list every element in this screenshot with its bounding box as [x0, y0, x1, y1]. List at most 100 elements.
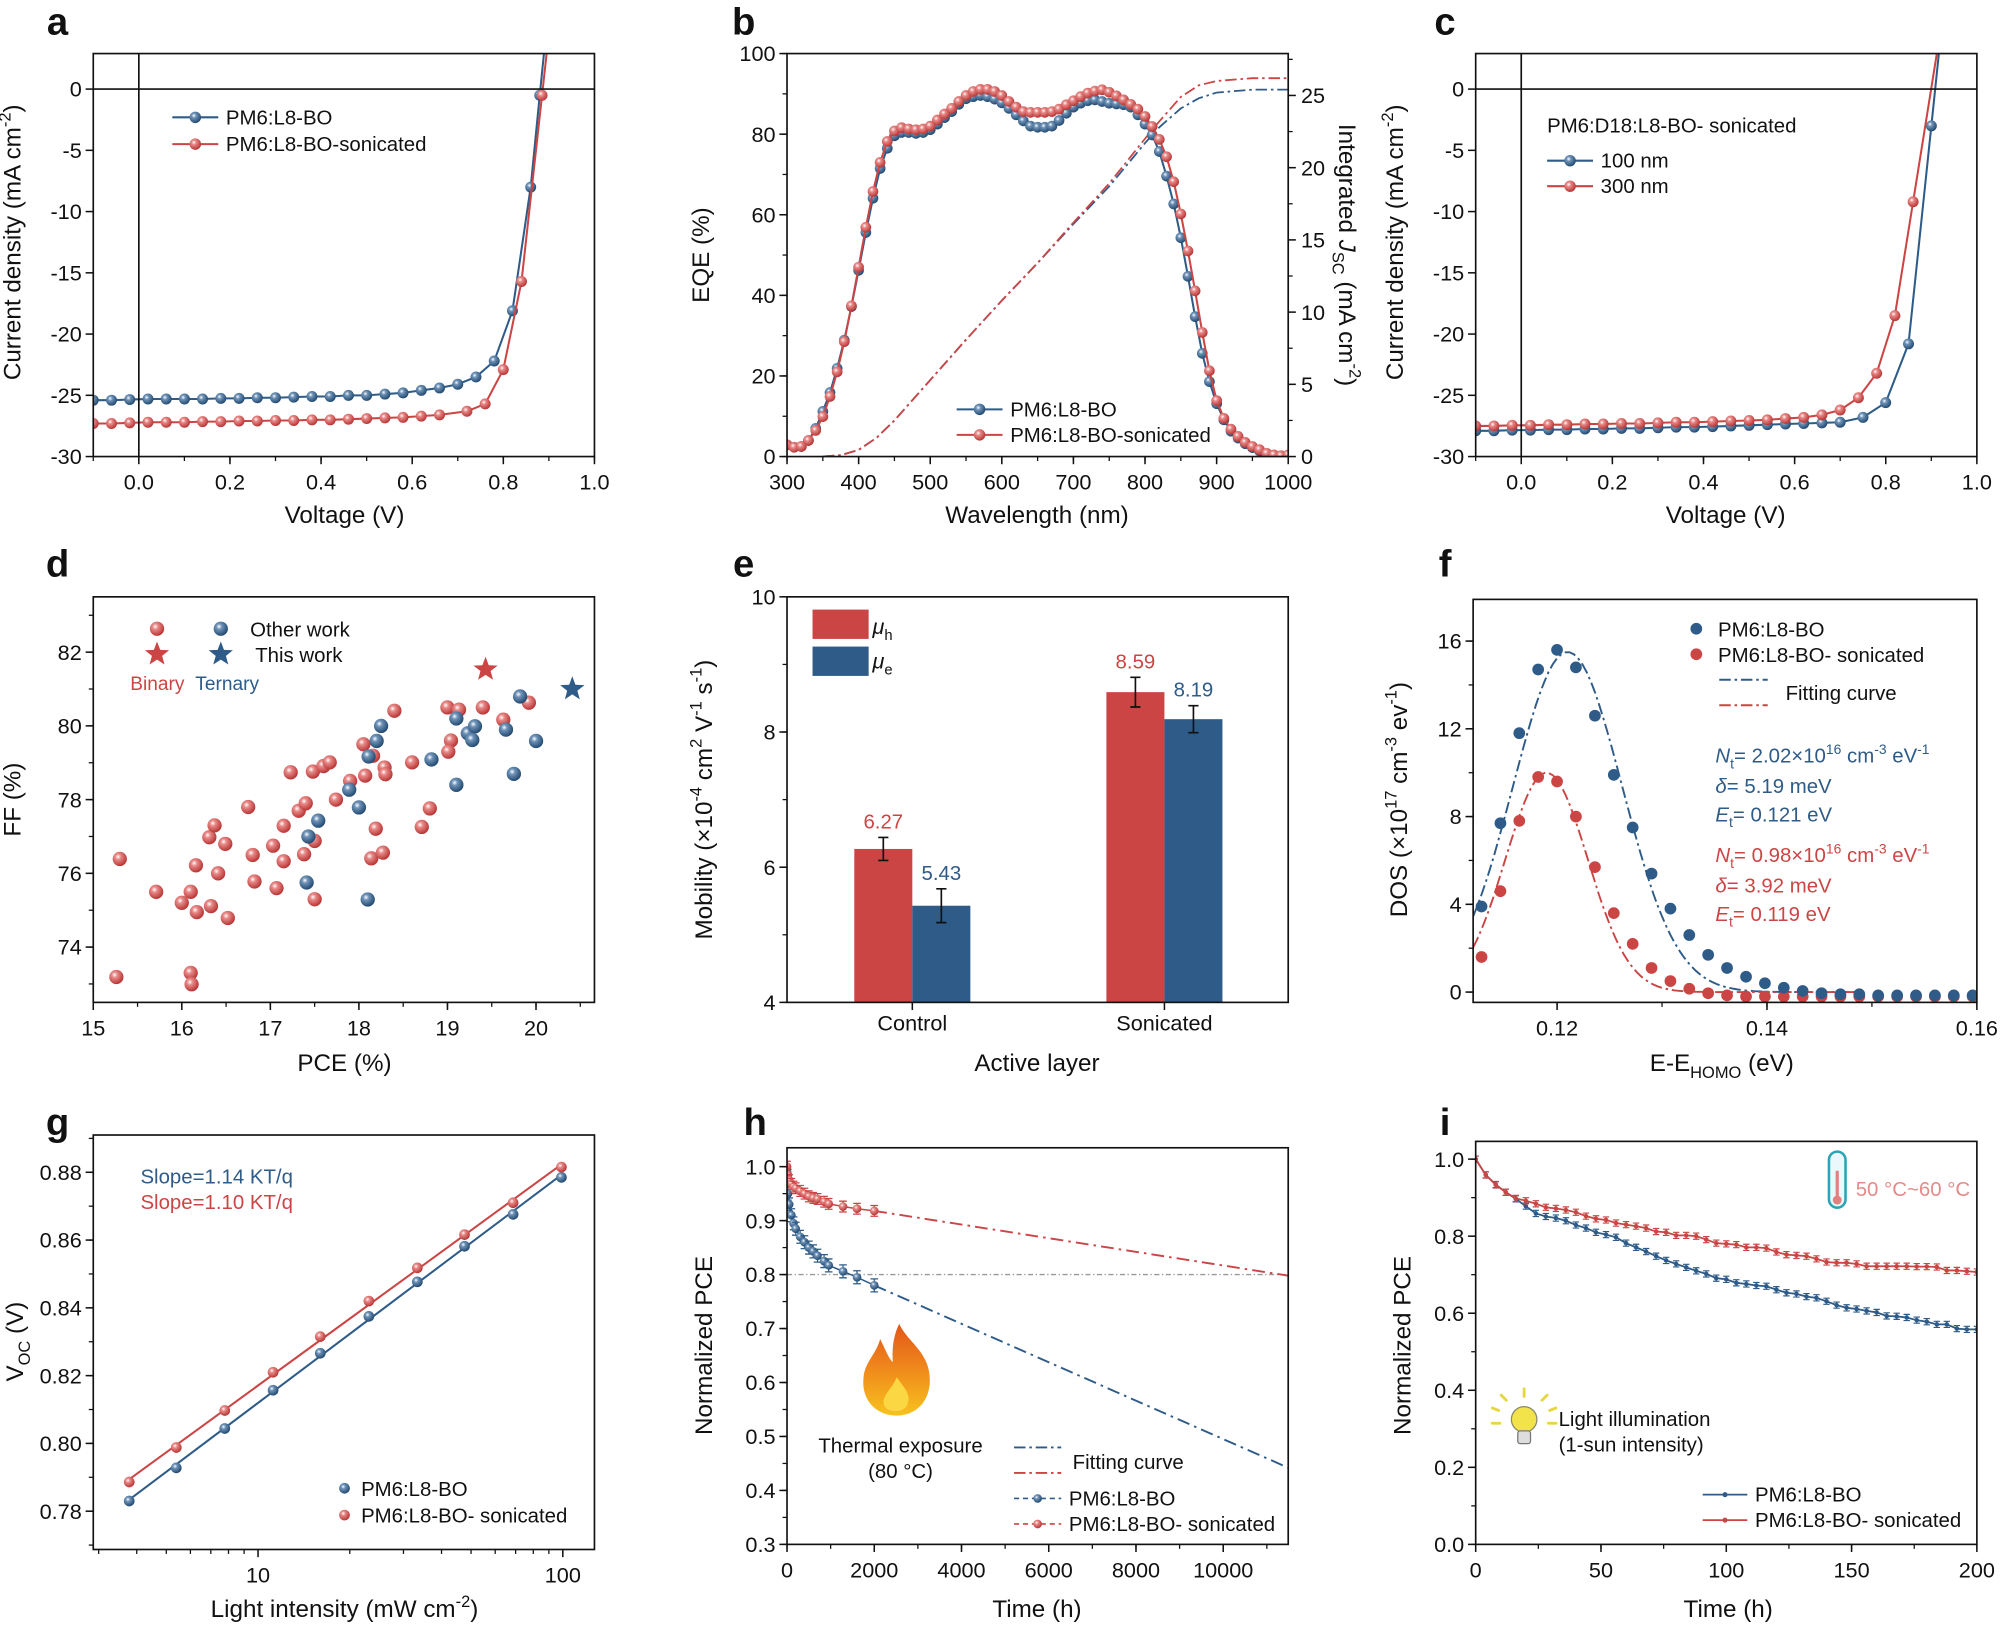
pce-ff-point [183, 884, 198, 899]
pce-ff-point [207, 818, 222, 833]
x-tick-label: 300 [769, 470, 805, 495]
error-bar [1973, 1325, 1977, 1334]
legend-label: PM6:L8-BO- sonicated [1755, 1510, 1961, 1532]
axes-frame [92, 596, 596, 1004]
axes-frame [92, 52, 596, 458]
y-tick-label: -10 [1433, 199, 1464, 224]
dos-point [1494, 817, 1507, 830]
mobility-bar [1164, 719, 1223, 1003]
jv-point [361, 389, 373, 401]
y-tick-label: 10 [751, 584, 775, 609]
legend-marker [1722, 1492, 1728, 1498]
bulb-base [1517, 1430, 1532, 1445]
stability-point [1573, 1222, 1579, 1228]
x-tick-label: 1.0 [579, 470, 609, 495]
y-tick-label: 0.4 [1434, 1378, 1464, 1403]
y-axis-title: Normalized PCE [691, 1256, 718, 1435]
y-tick-label: -5 [1445, 138, 1464, 163]
y-tick-label: 0.9 [745, 1208, 775, 1233]
category-label: Sonicated [1116, 1010, 1212, 1035]
legend-label: PM6:L8-BO [226, 107, 333, 129]
jv-point [270, 414, 281, 426]
x-tick-label: 0.6 [1780, 470, 1810, 495]
y-tick-label: -30 [50, 444, 81, 469]
stability-point [1663, 1230, 1669, 1235]
dos-point [1607, 769, 1620, 781]
x-tick-label: 0.4 [1688, 470, 1718, 495]
eqe-point [1139, 111, 1151, 122]
integrated-jsc-curve [822, 77, 1289, 457]
legend-label: PM6:L8-BO [1718, 619, 1825, 641]
jv-point [379, 412, 391, 424]
stability-point [1683, 1233, 1689, 1238]
eqe-point [1053, 115, 1065, 126]
jv-point [470, 371, 482, 383]
dos-point [1664, 902, 1677, 915]
voc-point [411, 1262, 423, 1274]
pce-ff-point [358, 768, 373, 783]
stability-point [1503, 1189, 1509, 1195]
dos-point [1475, 951, 1488, 963]
bar-value-label: 5.43 [921, 863, 961, 885]
dos-point [1626, 821, 1639, 834]
x-tick-label: 500 [912, 470, 948, 495]
stability-point [1874, 1310, 1879, 1315]
eqe-point [1189, 285, 1201, 297]
jv-point [93, 418, 99, 430]
pce-ff-point [299, 875, 314, 890]
y2-tick-label: 25 [1301, 83, 1325, 108]
y-tick-label: 0.2 [1434, 1455, 1464, 1480]
jv-point [1579, 418, 1591, 430]
legend-marker-ternary [213, 621, 228, 636]
pce-ff-point [218, 836, 233, 852]
stability-point [1653, 1229, 1659, 1234]
plot-area [93, 53, 548, 430]
stability-point [1954, 1326, 1960, 1331]
stability-point [1703, 1237, 1709, 1242]
stability-point [852, 1204, 862, 1214]
dos-point [1759, 990, 1771, 1003]
dos-point [1683, 982, 1696, 995]
jv-point [106, 418, 117, 430]
plot-area [109, 689, 544, 992]
dos-point [1740, 970, 1752, 983]
legend-swatch-hole [812, 609, 869, 639]
pce-ff-point [342, 782, 357, 797]
y-tick-label: 0.4 [745, 1478, 775, 1503]
pce-ff-point [188, 858, 204, 873]
fit-parameter: Nt= 0.98×1016 cm-3 eV-1 [1715, 841, 1929, 871]
jv-point [1597, 418, 1609, 430]
stability-point [1593, 1216, 1599, 1222]
pce-ff-point [364, 851, 379, 866]
y-tick-label: 0.86 [40, 1228, 82, 1253]
stability-point [1703, 1271, 1709, 1277]
error-bar [1188, 704, 1199, 734]
pce-ff-point [498, 722, 514, 737]
y-tick-label: 40 [751, 283, 775, 308]
legend-marker [339, 1509, 350, 1521]
x-tick-label: 700 [1055, 470, 1091, 495]
flame-inner [883, 1377, 909, 1412]
dos-point [1966, 989, 1977, 1002]
x-axis-title: Light intensity (mW cm-2) [211, 1593, 479, 1623]
stability-point [1713, 1240, 1719, 1246]
x-axis-title: Voltage (V) [1666, 502, 1786, 529]
panel-letter: d [46, 542, 69, 585]
dos-point [1947, 989, 1960, 1002]
panel-letter: e [733, 542, 754, 585]
plot-area [1475, 1155, 1977, 1334]
stability-point [1904, 1315, 1910, 1320]
pce-ff-point [369, 733, 384, 749]
pce-ff-point [109, 969, 124, 985]
fit-parameter: δ= 3.92 meV [1715, 876, 1832, 898]
stability-point [1633, 1245, 1639, 1250]
jv-point [233, 392, 245, 404]
pce-ff-point [210, 866, 226, 881]
jv-point [251, 415, 263, 427]
jv-point [452, 378, 464, 390]
pce-ff-point [506, 766, 521, 781]
error-bar [936, 888, 947, 924]
jv-point [1903, 338, 1915, 350]
legend-label: PM6:L8-BO-sonicated [226, 134, 427, 156]
